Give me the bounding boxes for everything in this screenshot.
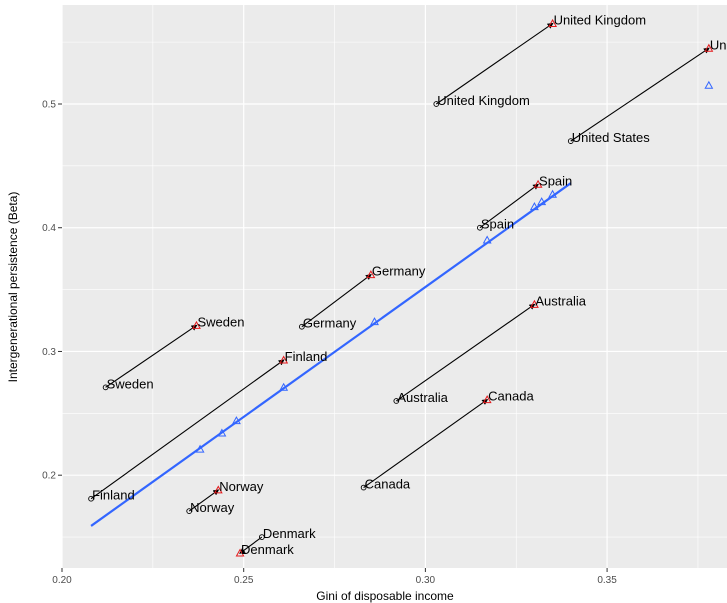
arrow-germany xyxy=(301,274,372,328)
actual-point xyxy=(192,320,201,329)
country-label-start: Denmark xyxy=(263,526,316,541)
predicted-point xyxy=(704,80,714,89)
start-point xyxy=(393,398,400,404)
x-tick-label: 0.20 xyxy=(52,575,72,586)
country-label-start: Germany xyxy=(303,316,357,331)
country-label-start: Sweden xyxy=(107,376,154,391)
arrow-layer xyxy=(90,22,710,554)
arrow-australia xyxy=(396,303,536,402)
arrow-finland xyxy=(90,359,285,500)
country-label-start: Norway xyxy=(190,500,235,515)
arrow-united-kingdom xyxy=(435,22,554,105)
actual-point xyxy=(213,485,223,494)
country-label-end: Canada xyxy=(488,389,534,404)
country-label-start: Spain xyxy=(481,217,514,232)
start-point xyxy=(477,224,483,231)
start-point xyxy=(88,495,94,502)
actual-point xyxy=(529,299,539,308)
x-axis-title: Gini of disposable income xyxy=(316,589,454,603)
y-tick-label: 0.4 xyxy=(42,223,56,234)
predicted-point xyxy=(279,382,289,391)
axes: 0.20 0.25 0.30 0.35 0.2 0.3 0.4 0.5 xyxy=(42,99,617,586)
arrow-norway xyxy=(188,489,220,512)
plot-panel xyxy=(62,5,727,568)
predicted-point xyxy=(217,428,227,437)
start-point xyxy=(360,484,367,491)
predicted-point xyxy=(548,189,558,198)
start-point xyxy=(102,384,109,391)
country-label-end: Finland xyxy=(285,349,328,364)
start-point xyxy=(298,323,305,330)
x-tick-label: 0.35 xyxy=(597,575,617,586)
actual-point xyxy=(366,270,376,279)
fit-line-layer xyxy=(90,182,572,527)
country-label-start: Canada xyxy=(365,477,411,492)
start-point xyxy=(186,508,193,514)
actual-point xyxy=(548,18,558,27)
y-tick-label: 0.3 xyxy=(42,347,56,358)
y-tick-label: 0.2 xyxy=(42,471,56,482)
country-label-end: Spain xyxy=(539,173,572,188)
start-point xyxy=(433,101,440,107)
predicted-point xyxy=(537,197,547,206)
y-tick-label: 0.5 xyxy=(42,99,56,110)
country-label-end: Germany xyxy=(372,264,426,279)
country-label-end: Unite xyxy=(710,37,727,52)
country-label-start: United Kingdom xyxy=(437,93,530,108)
label-layer: United Kingdom United Kingdom United State… xyxy=(92,13,727,558)
arrow-spain xyxy=(479,183,540,229)
country-label-end: Australia xyxy=(535,293,586,308)
country-label-start: Australia xyxy=(397,390,448,405)
actual-point xyxy=(279,355,289,364)
arrow-canada xyxy=(363,399,489,489)
country-label-start: Finland xyxy=(92,488,135,503)
country-label-end: United Kingdom xyxy=(554,13,647,28)
y-axis-title: Intergenerational persistence (Beta) xyxy=(6,192,20,383)
arrow-sweden xyxy=(105,324,198,388)
predicted-point xyxy=(231,416,241,425)
actual-point xyxy=(704,43,714,52)
marker-layer xyxy=(88,18,714,557)
predicted-point xyxy=(195,444,205,453)
actual-point xyxy=(235,548,245,557)
fit-line xyxy=(90,182,572,527)
predicted-point xyxy=(370,317,379,326)
x-tick-label: 0.30 xyxy=(416,575,436,586)
actual-point xyxy=(533,179,543,188)
start-point xyxy=(259,534,265,540)
predicted-point xyxy=(529,202,539,211)
actual-point xyxy=(482,395,492,404)
predicted-point xyxy=(482,235,492,244)
arrow-denmark xyxy=(239,536,263,554)
start-point xyxy=(567,138,574,144)
grid-lines xyxy=(61,5,727,568)
country-label-end: Norway xyxy=(219,479,264,494)
arrow-united-states xyxy=(570,47,710,142)
country-label-end: Sweden xyxy=(197,314,244,329)
x-tick-label: 0.25 xyxy=(234,575,254,586)
country-label-start: United States xyxy=(572,130,651,145)
country-label-end: Denmark xyxy=(241,542,294,557)
